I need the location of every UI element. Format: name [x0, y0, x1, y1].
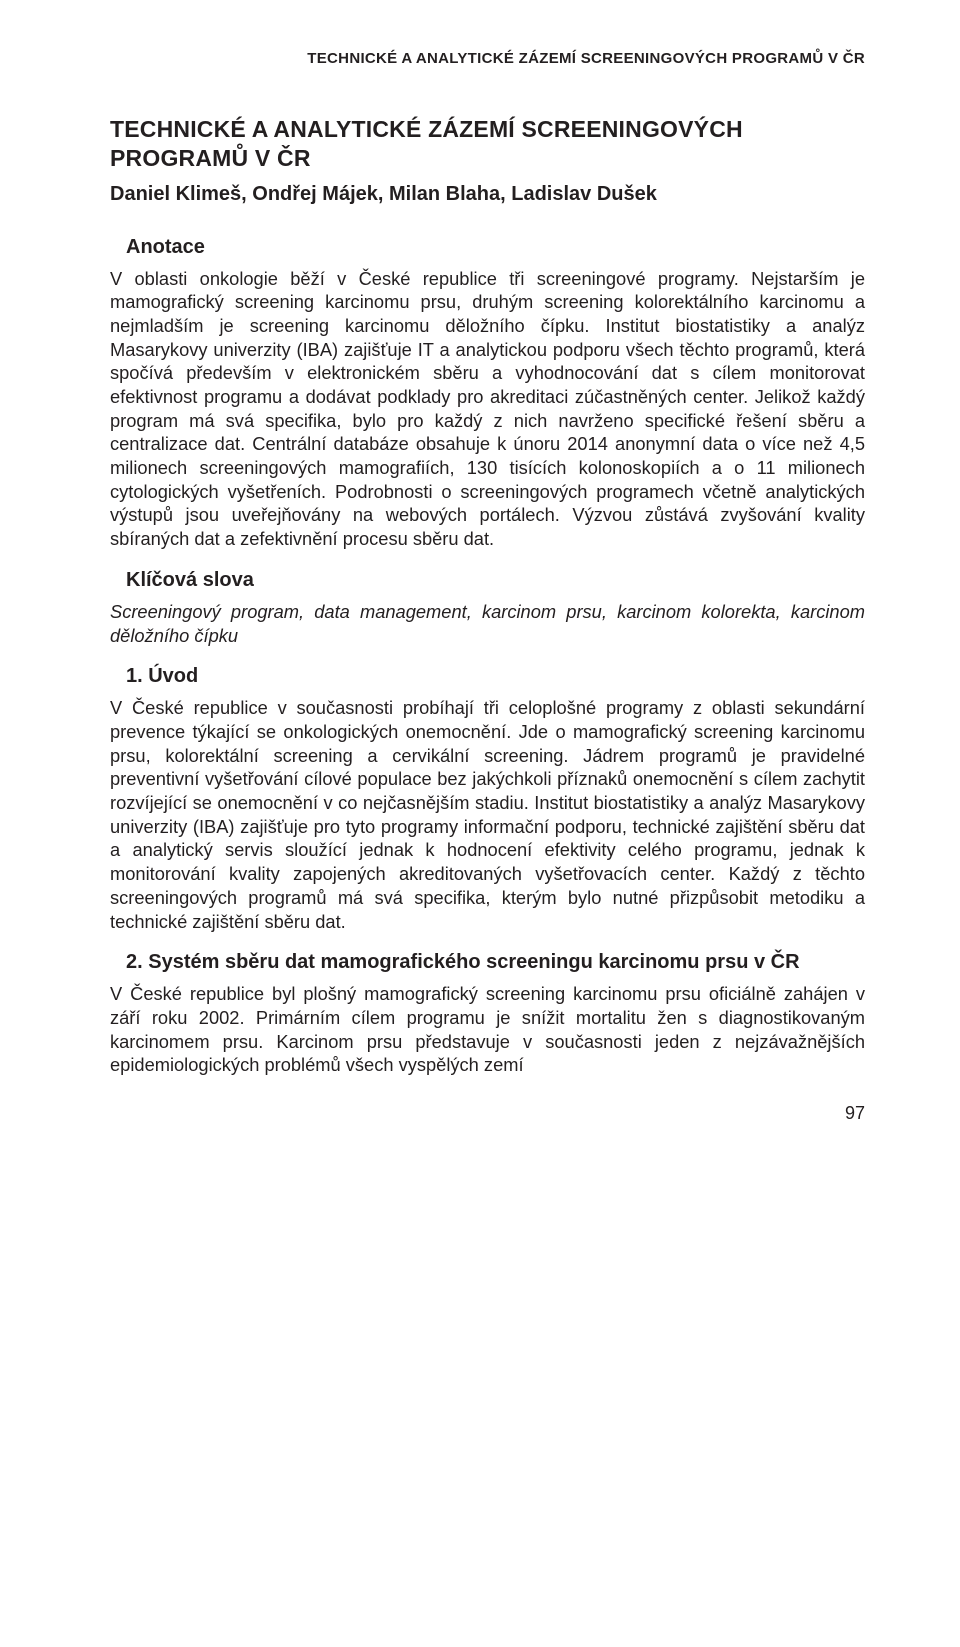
- paragraph-keywords: Screeningový program, data management, k…: [110, 600, 865, 648]
- section-heading-anotace: Anotace: [110, 236, 865, 259]
- paragraph-system: V České republice byl plošný mamografick…: [110, 982, 865, 1077]
- section-heading-uvod: 1. Úvod: [110, 665, 865, 688]
- author-line: Daniel Klimeš, Ondřej Májek, Milan Blaha…: [110, 183, 865, 206]
- page-number: 97: [110, 1103, 865, 1124]
- section-heading-klicova-slova: Klíčová slova: [110, 569, 865, 592]
- section-heading-system: 2. Systém sběru dat mamografického scree…: [110, 951, 865, 974]
- paragraph-uvod: V České republice v současnosti probíhaj…: [110, 696, 865, 933]
- paragraph-anotace: V oblasti onkologie běží v České republi…: [110, 267, 865, 551]
- running-header: TECHNICKÉ A ANALYTICKÉ ZÁZEMÍ SCREENINGO…: [110, 50, 865, 67]
- article-title: TECHNICKÉ A ANALYTICKÉ ZÁZEMÍ SCREENINGO…: [110, 115, 865, 173]
